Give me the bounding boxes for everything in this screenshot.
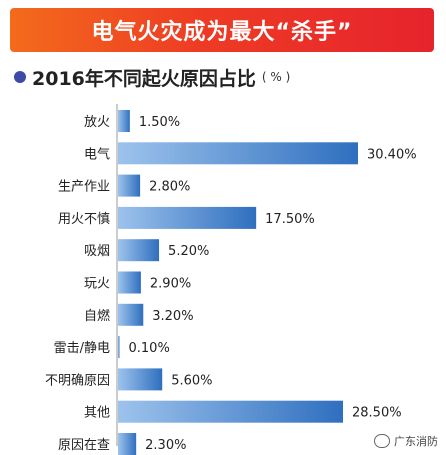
value-label: 17.50%	[265, 212, 315, 227]
category-label: 用火不慎	[58, 212, 110, 227]
bar	[118, 110, 130, 132]
banner-title: 电气火灾成为最大“杀手”	[91, 20, 353, 45]
bar	[118, 271, 141, 294]
value-label: 2.90%	[150, 277, 191, 292]
watermark-text: 广东消防	[394, 435, 438, 448]
title-banner: 电气火灾成为最大“杀手”	[10, 8, 434, 52]
category-label: 自燃	[84, 308, 110, 324]
chart-unit: ( % )	[261, 70, 291, 84]
category-label: 生产作业	[58, 180, 110, 195]
wechat-icon	[374, 434, 390, 448]
category-label: 放火	[84, 115, 110, 130]
value-label: 5.60%	[171, 373, 212, 388]
category-label: 吸烟	[84, 244, 110, 259]
watermark: 广东消防	[374, 433, 438, 449]
value-label: 1.50%	[139, 115, 180, 130]
bar	[118, 206, 257, 229]
bar	[118, 336, 120, 359]
value-label: 30.40%	[367, 147, 417, 162]
category-label: 不明确原因	[45, 373, 110, 388]
chart-title: 2016年不同起火原因占比	[32, 67, 256, 90]
value-label: 2.80%	[149, 180, 190, 195]
bar	[118, 174, 141, 197]
bar	[118, 303, 144, 326]
bar	[118, 400, 343, 423]
value-label: 0.10%	[129, 341, 170, 356]
bullet-dot-icon	[14, 71, 26, 83]
value-label: 5.20%	[168, 244, 209, 259]
bar	[118, 368, 163, 391]
category-label: 原因在查	[58, 438, 110, 453]
category-label: 玩火	[84, 277, 110, 292]
value-label: 28.50%	[352, 406, 402, 421]
bar	[118, 142, 358, 165]
bar	[118, 239, 160, 262]
bar	[118, 433, 137, 455]
value-label: 3.20%	[152, 309, 193, 324]
value-label: 2.30%	[145, 438, 186, 453]
category-label: 电气	[84, 146, 110, 162]
category-label: 其他	[84, 406, 110, 421]
category-label: 雷击/静电	[54, 341, 110, 356]
chart-subtitle: 2016年不同起火原因占比 ( % )	[14, 64, 290, 90]
